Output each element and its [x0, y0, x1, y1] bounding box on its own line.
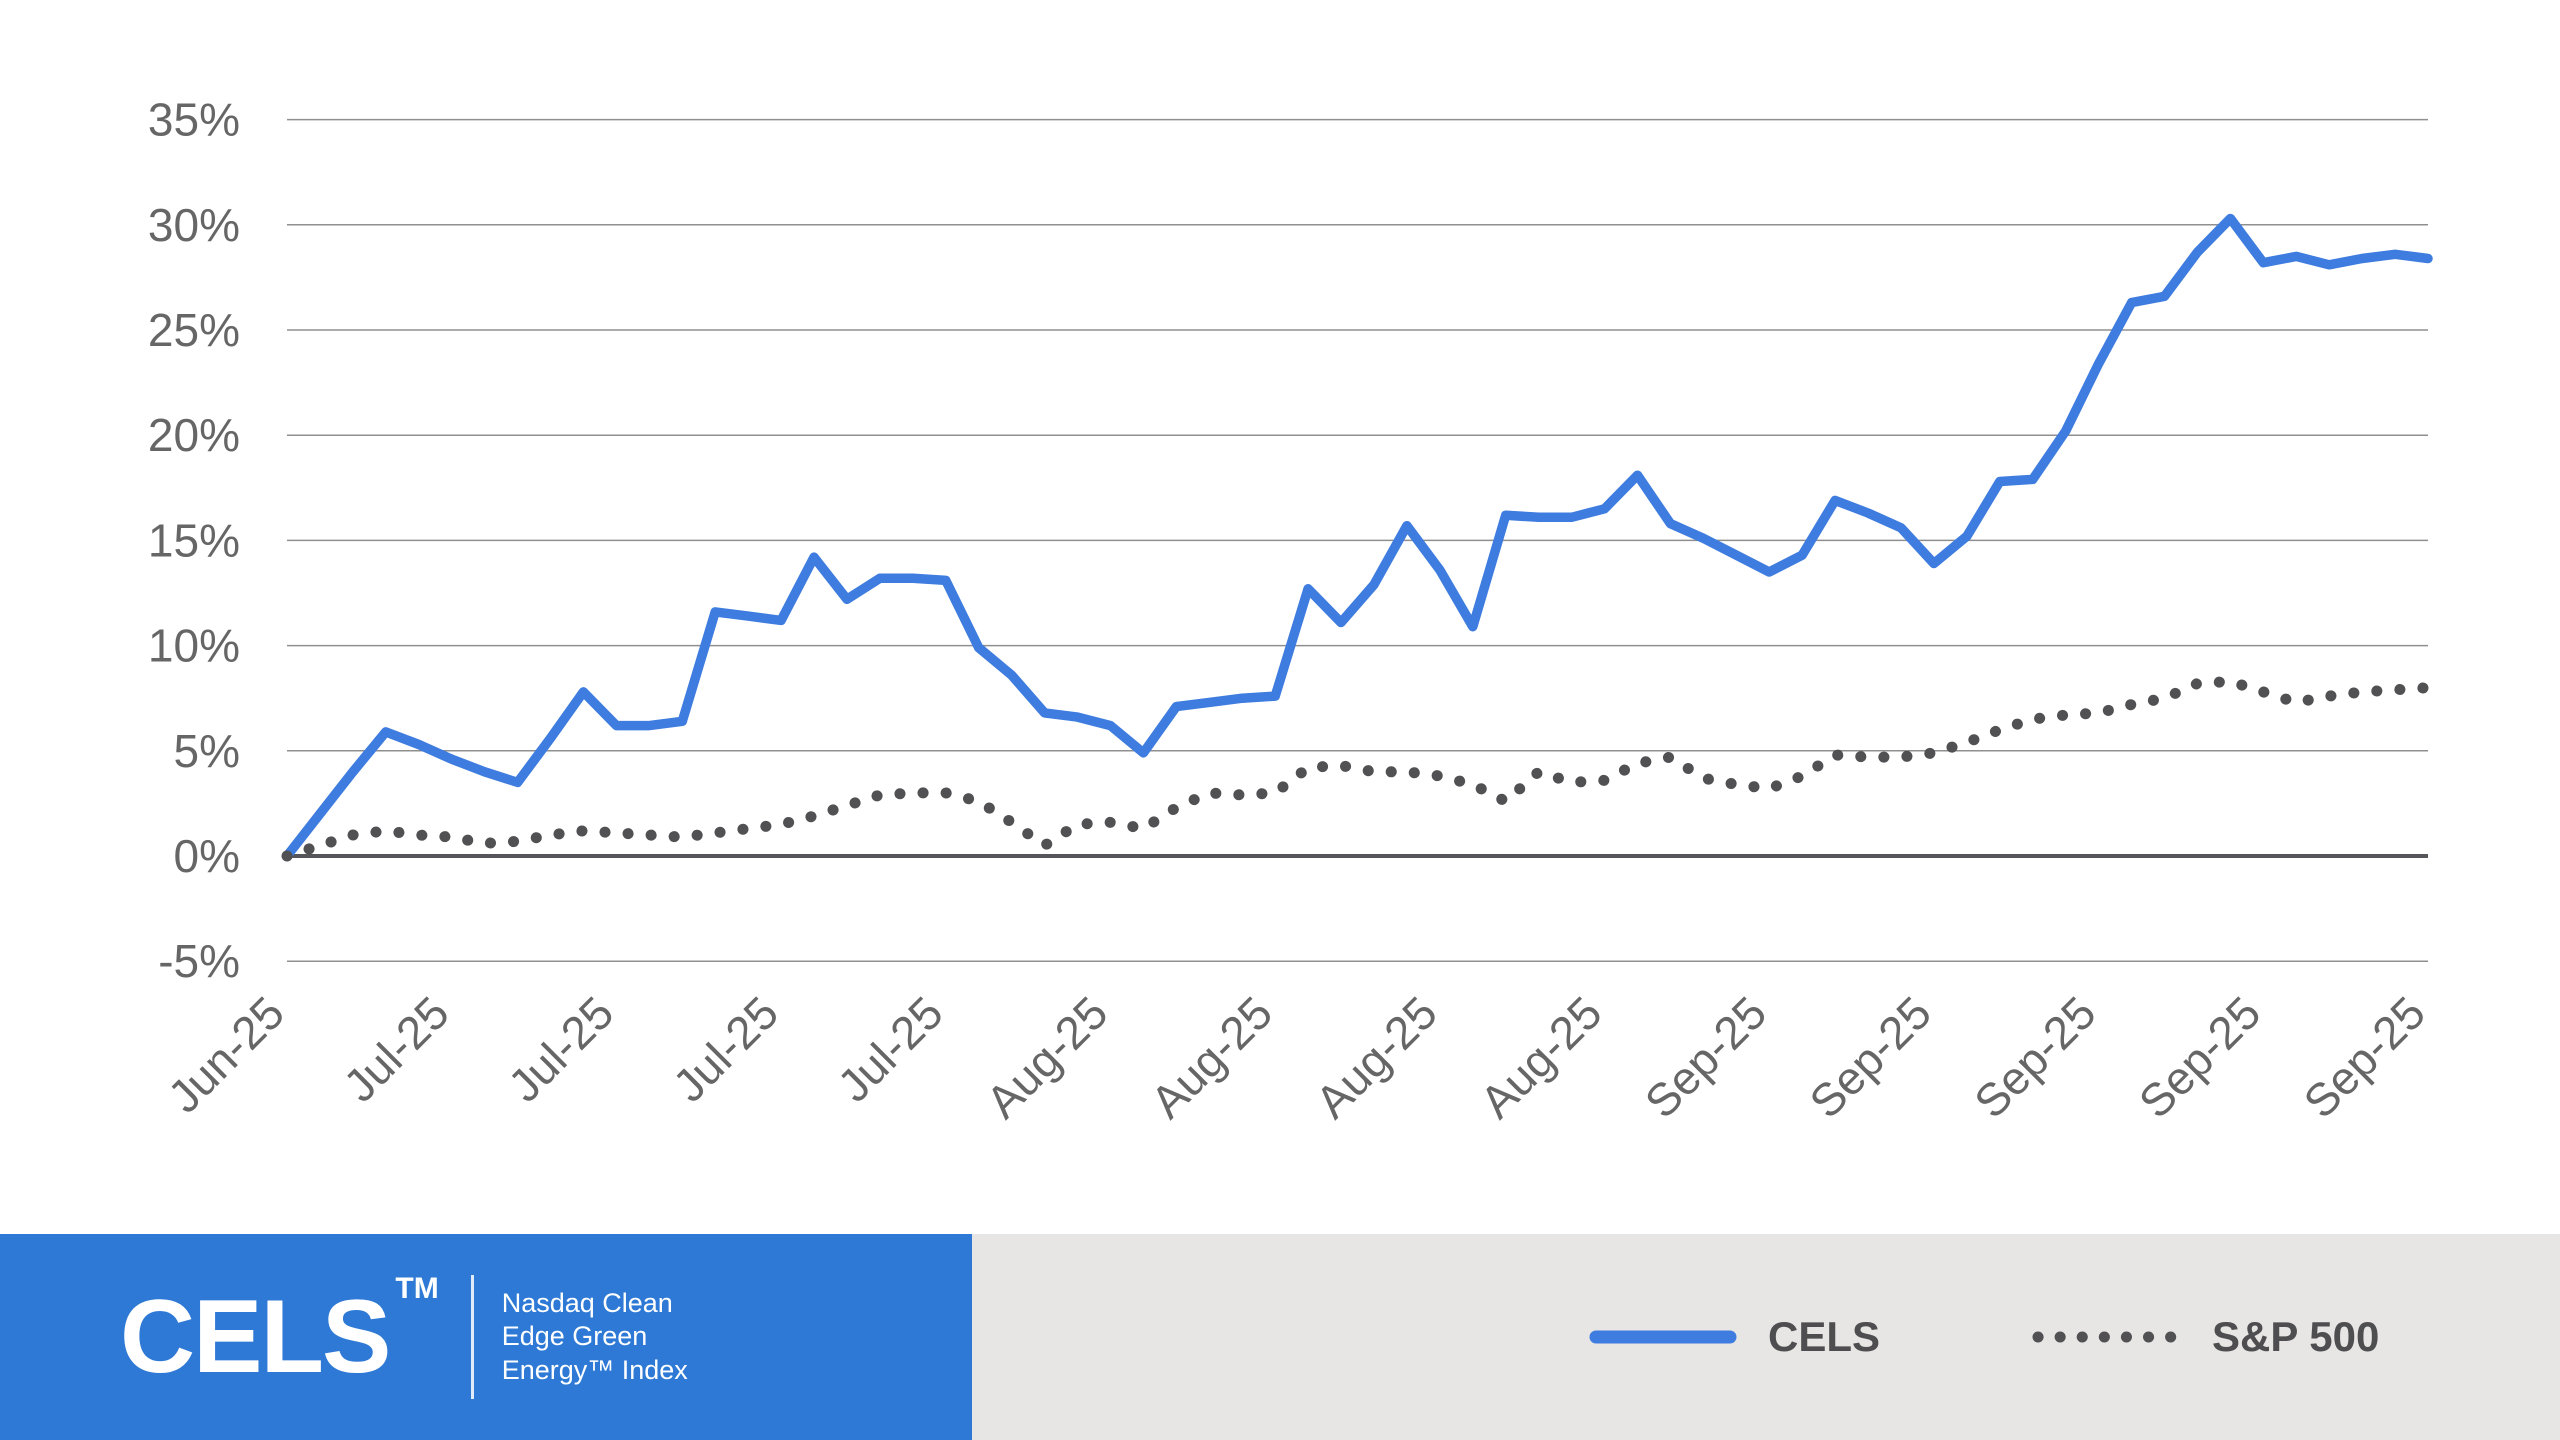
svg-text:Jul-25: Jul-25 — [663, 986, 788, 1111]
svg-text:-5%: -5% — [158, 935, 240, 987]
svg-text:Sep-25: Sep-25 — [2129, 986, 2271, 1128]
tagline-line-2: Edge Green — [501, 1321, 648, 1352]
gridlines — [287, 118, 2428, 962]
svg-text:Jul-25: Jul-25 — [827, 986, 952, 1111]
chart-legend: CELS S&P 500 — [1588, 1234, 2379, 1440]
svg-text:Aug-25: Aug-25 — [1305, 986, 1447, 1128]
svg-text:0%: 0% — [174, 830, 240, 882]
svg-text:Sep-25: Sep-25 — [1799, 986, 1941, 1128]
svg-text:Sep-25: Sep-25 — [1964, 986, 2106, 1128]
legend-item-cels: CELS — [1588, 1313, 1880, 1361]
svg-text:Jun-25: Jun-25 — [158, 986, 294, 1122]
sp500-dotted-swatch-icon — [2032, 1331, 2183, 1343]
legend-label-cels: CELS — [1768, 1313, 1881, 1360]
svg-text:Jul-25: Jul-25 — [498, 986, 623, 1111]
logo-divider — [470, 1275, 474, 1399]
svg-text:10%: 10% — [148, 620, 240, 672]
x-axis-tick-labels: Jun-25 Jul-25 Jul-25 Jul-25 Jul-25 Aug-25 Aug-… — [158, 986, 2435, 1128]
line-chart-canvas: 35% 30% 25% 20% 15% 10% 5% 0% -5% Jun-25 Jul-25 Ju… — [148, 94, 2435, 1128]
tagline-line-1: Nasdaq Clean — [501, 1288, 673, 1319]
tagline-line-3: Energy™ Index — [501, 1354, 688, 1385]
svg-text:Sep-25: Sep-25 — [2293, 986, 2435, 1128]
svg-text:Sep-25: Sep-25 — [1635, 986, 1777, 1128]
svg-text:Aug-25: Aug-25 — [1470, 986, 1612, 1128]
cels-line-swatch-icon — [1589, 1330, 1737, 1344]
svg-text:35%: 35% — [148, 94, 240, 146]
legend-item-sp500: S&P 500 — [2030, 1313, 2379, 1361]
footer: CELS TM Nasdaq Clean Edge Green Energy™ … — [0, 1234, 2560, 1440]
logo-tagline: Nasdaq Clean Edge Green Energy™ Index — [502, 1287, 688, 1387]
svg-text:25%: 25% — [148, 304, 240, 356]
y-axis-tick-labels: 35% 30% 25% 20% 15% 10% 5% 0% -5% — [148, 94, 240, 988]
chart-series-lines — [281, 213, 2434, 862]
svg-text:Aug-25: Aug-25 — [976, 986, 1118, 1128]
legend-label-sp500: S&P 500 — [2212, 1313, 2380, 1360]
cels-logo-box: CELS TM Nasdaq Clean Edge Green Energy™ … — [0, 1234, 972, 1440]
svg-text:Aug-25: Aug-25 — [1141, 986, 1283, 1128]
performance-chart: 35% 30% 25% 20% 15% 10% 5% 0% -5% Jun-25 Jul-25 Ju… — [147, 93, 2436, 1128]
cels-logo-trademark: TM — [395, 1272, 439, 1305]
cels-logo-text: CELS — [120, 1279, 391, 1395]
svg-text:5%: 5% — [174, 725, 240, 777]
svg-text:Jul-25: Jul-25 — [333, 986, 458, 1111]
svg-text:20%: 20% — [148, 409, 240, 461]
svg-text:30%: 30% — [148, 199, 240, 251]
svg-text:15%: 15% — [148, 514, 240, 566]
